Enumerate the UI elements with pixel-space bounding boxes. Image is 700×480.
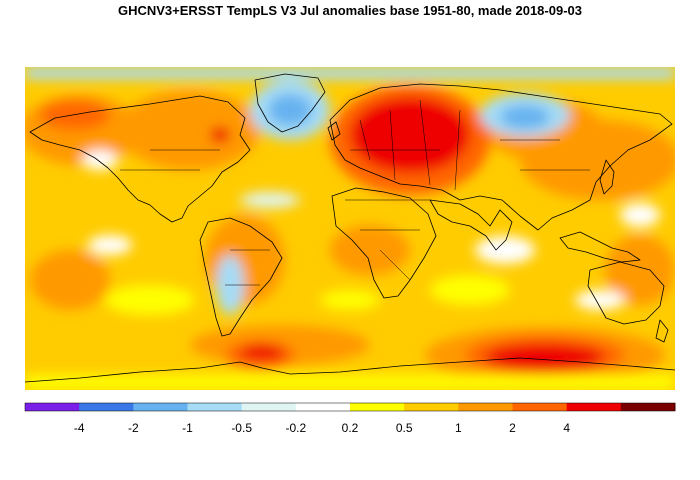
very-hot-blob [240, 344, 284, 360]
legend-swatch [79, 403, 134, 411]
coastline-arabia-india [429, 199, 513, 251]
very-hot-blob [210, 127, 230, 143]
legend-swatch [458, 403, 513, 411]
coastline-greenland [254, 73, 326, 133]
very-hot-blob [350, 97, 470, 173]
coastline-british-isles [327, 121, 341, 141]
coastline-new-zealand [655, 319, 669, 343]
colder-blob [268, 94, 312, 126]
legend-swatch [187, 403, 243, 411]
legend-tick-label: -4 [74, 421, 85, 435]
arctic-cool-band [25, 67, 675, 79]
warm-blob [605, 235, 675, 305]
country-borders [120, 99, 590, 286]
hot-blob [40, 100, 110, 130]
mild-blob [430, 275, 510, 305]
warm-blob [330, 225, 410, 275]
legend-swatch [350, 403, 405, 411]
coastline-north-america [29, 95, 251, 223]
coastline-south-america [199, 217, 283, 337]
coastlines [24, 73, 676, 383]
coastline-eurasia [329, 83, 673, 231]
legend-tick-label: 1 [455, 421, 462, 435]
neutral-blob [240, 192, 300, 208]
coastline-maritime-asia [559, 231, 641, 263]
coastline-japan [599, 159, 615, 195]
legend-tick-label: -0.2 [285, 421, 306, 435]
anomaly-field [25, 67, 675, 390]
mild-blob [320, 290, 380, 310]
neutral-blob [475, 236, 535, 264]
legend-tick-label: 0.2 [342, 421, 359, 435]
color-legend: -4 -2 -1 -0.5 -0.2 0.2 0.5 1 2 4 [24, 402, 676, 435]
mild-blob [105, 285, 195, 315]
legend-tick-label: 0.5 [396, 421, 413, 435]
coastline-antarctica [24, 357, 676, 383]
very-hot-blob [485, 343, 605, 371]
legend-swatch [133, 403, 188, 411]
legend-tick-label: -0.5 [231, 421, 252, 435]
legend-swatch [25, 403, 80, 411]
legend-tick-label: -1 [182, 421, 193, 435]
legend-swatch [566, 403, 622, 411]
legend-tick-label: -2 [128, 421, 139, 435]
legend-swatch [295, 403, 351, 411]
neutral-blob [620, 203, 660, 227]
warm-blob [30, 250, 110, 310]
map-title: GHCNV3+ERSST TempLS V3 Jul anomalies bas… [117, 3, 582, 18]
legend-tick-label: 2 [509, 421, 516, 435]
neutral-blob [82, 150, 118, 170]
antarctic-band [25, 375, 675, 390]
neutral-blob [575, 290, 625, 310]
colder-blob [500, 105, 550, 129]
legend-frame [24, 402, 676, 412]
legend-swatch [620, 403, 676, 411]
coastline-australia [587, 261, 665, 325]
legend-swatch [404, 403, 459, 411]
legend-swatch [241, 403, 297, 411]
legend-tick-label: 4 [563, 421, 570, 435]
legend-swatch [512, 403, 568, 411]
warm-blob [120, 90, 260, 170]
neutral-blob [88, 235, 132, 255]
